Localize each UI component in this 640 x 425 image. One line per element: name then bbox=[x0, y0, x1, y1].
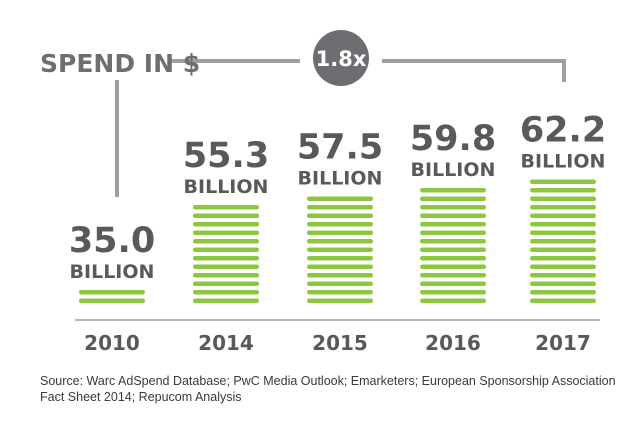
bar-stripe bbox=[420, 273, 486, 278]
bar-stripe bbox=[530, 213, 596, 218]
unit-label: BILLION bbox=[70, 261, 155, 283]
growth-bracket bbox=[115, 59, 566, 197]
bar-stripe bbox=[420, 281, 486, 286]
bar-stripe bbox=[193, 213, 259, 218]
unit-label: BILLION bbox=[298, 168, 383, 190]
bar-2010 bbox=[79, 290, 145, 303]
value-label: 57.5 bbox=[297, 128, 383, 168]
x-tick-label: 2015 bbox=[312, 331, 368, 355]
bar-stripe bbox=[530, 281, 596, 286]
bar-stripe bbox=[530, 298, 596, 303]
bar-stripe bbox=[193, 290, 259, 295]
bar-stripe bbox=[193, 247, 259, 252]
growth-badge: 1.8x bbox=[313, 30, 369, 86]
x-tick-label: 2017 bbox=[535, 331, 591, 355]
chart-title: SPEND IN $ bbox=[40, 49, 200, 78]
bar-2015 bbox=[307, 196, 373, 303]
bar-stripe bbox=[193, 256, 259, 261]
bar-stripe bbox=[307, 239, 373, 244]
bar-2014 bbox=[193, 205, 259, 303]
bar-2016 bbox=[420, 188, 486, 303]
bar-stripe bbox=[307, 290, 373, 295]
bar-stripe bbox=[420, 298, 486, 303]
bar-stripe bbox=[193, 222, 259, 227]
bar-stripe bbox=[307, 281, 373, 286]
bar-stripe bbox=[530, 179, 596, 184]
unit-label: BILLION bbox=[184, 176, 269, 198]
bar-stripe bbox=[420, 247, 486, 252]
bar-stripe bbox=[79, 298, 145, 303]
bar-stripe bbox=[79, 290, 145, 295]
bar-stripe bbox=[307, 256, 373, 261]
bar-stripe bbox=[193, 205, 259, 210]
bar-stripe bbox=[193, 239, 259, 244]
growth-badge-circle bbox=[313, 30, 369, 86]
bar-stripe bbox=[420, 239, 486, 244]
bar-stripe bbox=[530, 205, 596, 210]
bar-stripe bbox=[420, 230, 486, 235]
source-note: Source: Warc AdSpend Database; PwC Media… bbox=[40, 374, 616, 404]
bar-stripe bbox=[530, 188, 596, 193]
bar-stripe bbox=[307, 264, 373, 269]
bar-stripe bbox=[307, 230, 373, 235]
bar-stripe bbox=[307, 273, 373, 278]
bar-stripe bbox=[530, 247, 596, 252]
bar-stripe bbox=[307, 222, 373, 227]
bars: BILLION35.0BILLION55.3BILLION57.5BILLION… bbox=[69, 111, 606, 303]
bar-stripe bbox=[420, 264, 486, 269]
bar-stripe bbox=[193, 264, 259, 269]
bar-stripe bbox=[193, 281, 259, 286]
bar-stripe bbox=[420, 290, 486, 295]
value-label: 62.2 bbox=[520, 111, 606, 151]
bar-stripe bbox=[530, 239, 596, 244]
bar-stripe bbox=[307, 196, 373, 201]
bar-stripe bbox=[420, 196, 486, 201]
bar-stripe bbox=[420, 213, 486, 218]
value-label: 35.0 bbox=[69, 221, 155, 261]
bar-stripe bbox=[307, 205, 373, 210]
value-label: 59.8 bbox=[410, 119, 496, 159]
bar-stripe bbox=[530, 290, 596, 295]
x-tick-label: 2010 bbox=[84, 331, 140, 355]
bar-2017 bbox=[530, 179, 596, 303]
value-label: 55.3 bbox=[183, 136, 269, 176]
bar-stripe bbox=[530, 222, 596, 227]
bar-stripe bbox=[307, 213, 373, 218]
x-tick-label: 2016 bbox=[425, 331, 481, 355]
bar-stripe bbox=[420, 188, 486, 193]
bar-stripe bbox=[530, 230, 596, 235]
bar-stripe bbox=[530, 273, 596, 278]
bar-stripe bbox=[530, 264, 596, 269]
bar-stripe bbox=[420, 256, 486, 261]
bar-stripe bbox=[193, 273, 259, 278]
x-axis-labels: 2010 2014 2015 2016 2017 bbox=[84, 331, 591, 355]
x-tick-label: 2014 bbox=[198, 331, 254, 355]
bar-stripe bbox=[530, 196, 596, 201]
bar-stripe bbox=[530, 256, 596, 261]
bar-stripe bbox=[193, 298, 259, 303]
bar-stripe bbox=[420, 222, 486, 227]
bar-stripe bbox=[420, 205, 486, 210]
bar-stripe bbox=[193, 230, 259, 235]
bar-stripe bbox=[307, 247, 373, 252]
unit-label: BILLION bbox=[521, 151, 606, 173]
unit-label: BILLION bbox=[411, 159, 496, 181]
growth-multiplier: 1.8x bbox=[316, 47, 367, 71]
bar-stripe bbox=[307, 298, 373, 303]
